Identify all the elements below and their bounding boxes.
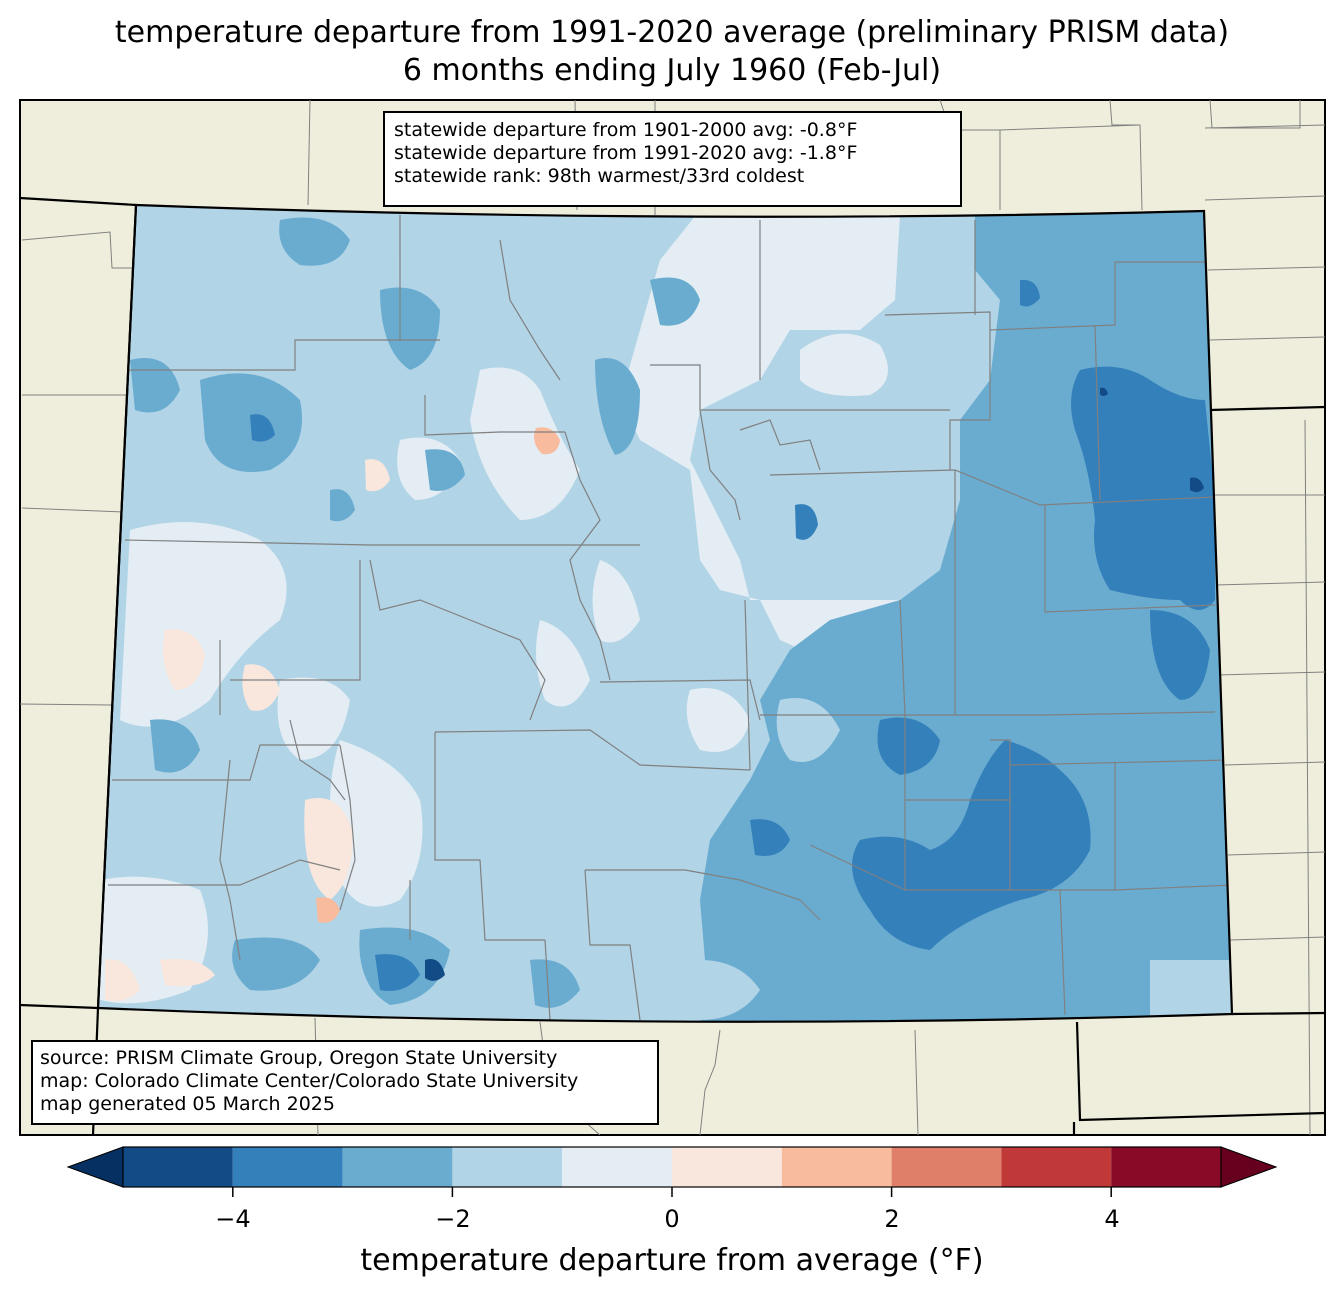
- colorbar-bin: [342, 1147, 453, 1187]
- generated-date: map generated 05 March 2025: [40, 1093, 335, 1115]
- colorbar-over-arrow: [1220, 1146, 1278, 1188]
- colorbar-bin: [232, 1147, 343, 1187]
- colorbar-tick-label: 2: [884, 1205, 900, 1233]
- colorbar-bin: [1001, 1147, 1112, 1187]
- colorbar-bin: [562, 1147, 672, 1187]
- colorbar-label: temperature departure from average (°F): [360, 1243, 984, 1278]
- colorbar-bin: [672, 1147, 782, 1187]
- colorbar-tick-label: −4: [215, 1205, 251, 1233]
- source-box: source: PRISM Climate Group, Oregon Stat…: [31, 1040, 659, 1125]
- stat-departure-1901-2000: statewide departure from 1901-2000 avg: …: [394, 119, 858, 141]
- colorbar-bin: [781, 1147, 892, 1187]
- map-subtitle: 6 months ending July 1960 (Feb-Jul): [402, 53, 942, 88]
- map-title: temperature departure from 1991-2020 ave…: [114, 15, 1230, 50]
- stat-statewide-rank: statewide rank: 98th warmest/33rd coldes…: [394, 165, 805, 187]
- colorbar-bin: [452, 1147, 563, 1187]
- map-credit: map: Colorado Climate Center/Colorado St…: [40, 1070, 579, 1092]
- colorbar-bins: [123, 1147, 1221, 1187]
- colorbar-bin: [891, 1147, 1002, 1187]
- temperature-field: [98, 205, 1232, 1022]
- colorbar-tick-label: 0: [664, 1205, 680, 1233]
- colorbar-bin: [1111, 1147, 1221, 1187]
- colorbar-tick-label: 4: [1104, 1205, 1120, 1233]
- source-credit: source: PRISM Climate Group, Oregon Stat…: [40, 1047, 558, 1069]
- colorbar-under-arrow: [66, 1146, 124, 1188]
- colorbar: [66, 1146, 1278, 1197]
- colorbar-tick-marks: [232, 1187, 1112, 1197]
- colorbar-tick-label: −2: [435, 1205, 471, 1233]
- stat-departure-1991-2020: statewide departure from 1991-2020 avg: …: [394, 142, 858, 164]
- colorado-county-lines: [108, 215, 1232, 1021]
- statewide-stats-box: statewide departure from 1901-2000 avg: …: [383, 111, 962, 207]
- colorbar-bin: [123, 1147, 233, 1187]
